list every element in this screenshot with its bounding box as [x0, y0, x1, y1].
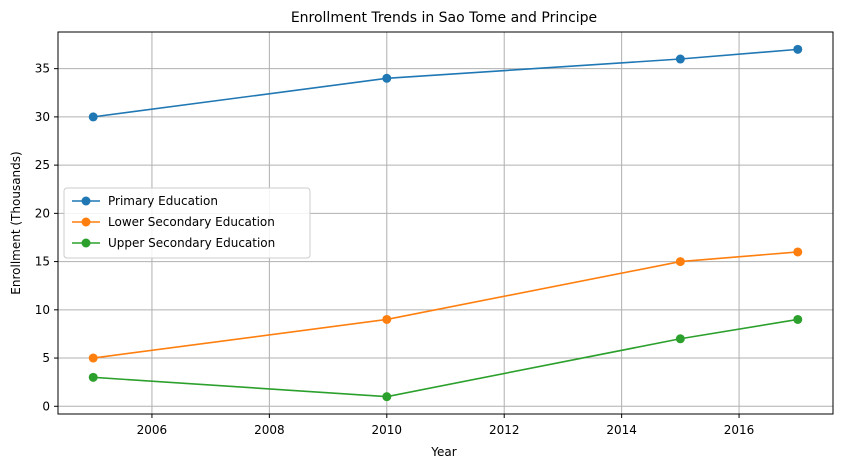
series-points	[88, 44, 803, 402]
y-tick-label: 25	[35, 158, 50, 172]
y-tick-label: 5	[42, 351, 50, 365]
chart-title: Enrollment Trends in Sao Tome and Princi…	[291, 10, 597, 26]
data-point	[675, 334, 685, 344]
x-tick-label: 2014	[606, 423, 637, 437]
x-axis-ticks: 2006 2008 2010 2012 2014 2016	[137, 414, 755, 437]
series-lines	[93, 48, 798, 398]
data-point	[675, 257, 685, 267]
y-tick-label: 15	[35, 255, 50, 269]
x-tick-label: 2008	[254, 423, 285, 437]
data-point	[88, 353, 98, 363]
plot-frame	[57, 31, 834, 415]
data-point	[793, 44, 803, 54]
data-point	[88, 372, 98, 382]
y-tick-label: 20	[35, 206, 50, 220]
y-tick-label: 35	[35, 62, 50, 76]
legend-label: Upper Secondary Education	[108, 236, 275, 250]
data-point	[382, 73, 392, 83]
data-point	[88, 112, 98, 122]
x-tick-label: 2010	[372, 423, 403, 437]
y-axis-ticks: 0 5 10 15 20 25 30 35	[35, 62, 58, 413]
legend: Primary Education Lower Secondary Educati…	[63, 187, 311, 259]
x-tick-label: 2016	[724, 423, 755, 437]
x-tick-label: 2012	[489, 423, 520, 437]
series-line-1	[93, 251, 798, 359]
grid-lines	[58, 32, 833, 414]
series-line-0	[93, 48, 798, 118]
series-line-2	[93, 318, 798, 398]
data-point	[793, 314, 803, 324]
y-tick-label: 10	[35, 303, 50, 317]
data-point	[793, 247, 803, 257]
legend-label: Lower Secondary Education	[108, 215, 275, 229]
y-tick-label: 0	[42, 399, 50, 413]
legend-box	[63, 187, 311, 259]
data-point	[675, 54, 685, 64]
x-axis-label: Year	[430, 445, 456, 459]
legend-marker	[81, 196, 91, 206]
data-point	[382, 392, 392, 402]
y-axis-label: Enrollment (Thousands)	[9, 151, 23, 294]
legend-marker	[81, 238, 91, 248]
legend-marker	[81, 217, 91, 227]
data-point	[382, 314, 392, 324]
x-tick-label: 2006	[137, 423, 168, 437]
y-tick-label: 30	[35, 110, 50, 124]
legend-label: Primary Education	[108, 194, 218, 208]
